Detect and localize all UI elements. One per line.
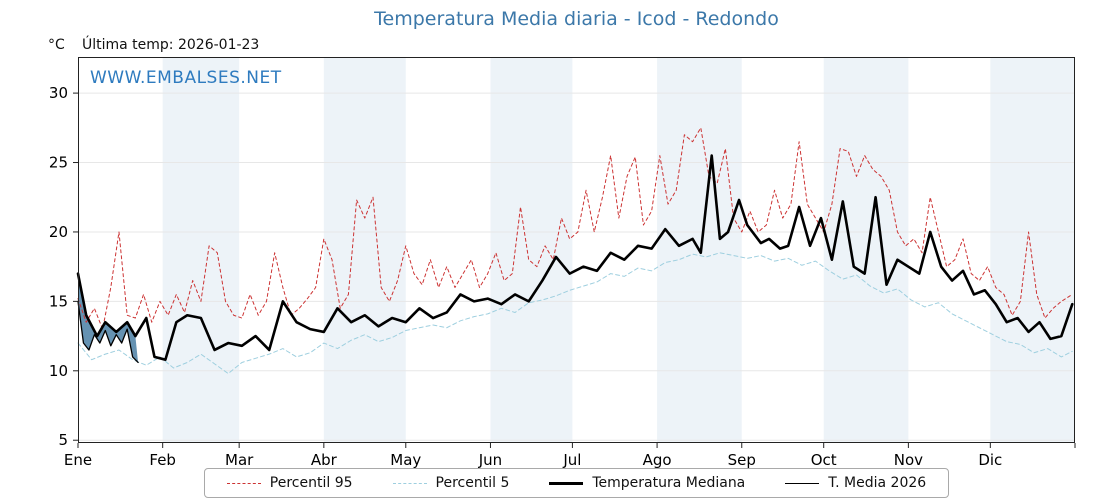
svg-text:Sep: Sep bbox=[728, 451, 756, 469]
svg-text:May: May bbox=[390, 451, 421, 469]
watermark: WWW.EMBALSES.NET bbox=[90, 68, 282, 88]
svg-text:5: 5 bbox=[58, 431, 68, 449]
last-temp-label: Última temp: 2026-01-23 bbox=[82, 37, 260, 53]
svg-text:10: 10 bbox=[49, 362, 68, 380]
y-axis-units-label: °C bbox=[48, 37, 65, 53]
legend-label: Temperatura Mediana bbox=[592, 475, 746, 491]
svg-text:Ago: Ago bbox=[643, 451, 672, 469]
plot-area: 5 10 15 20 25 30 Ene Feb Mar Abr May Jun Jul Ago Sep Oc… bbox=[49, 57, 1076, 469]
svg-text:15: 15 bbox=[49, 292, 68, 310]
svg-text:Feb: Feb bbox=[149, 451, 176, 469]
svg-text:20: 20 bbox=[49, 223, 68, 241]
legend: Percentil 95 Percentil 5 Temperatura Med… bbox=[203, 468, 950, 498]
legend-item-percentil-5: Percentil 5 bbox=[392, 475, 510, 491]
svg-text:25: 25 bbox=[49, 154, 68, 172]
legend-item-mediana: Temperatura Mediana bbox=[549, 475, 745, 491]
legend-label: T. Media 2026 bbox=[828, 475, 927, 491]
legend-item-t-media-2026: T. Media 2026 bbox=[785, 475, 926, 491]
legend-label: Percentil 5 bbox=[435, 475, 510, 491]
svg-text:Ene: Ene bbox=[64, 451, 92, 469]
temperature-chart: 5 10 15 20 25 30 Ene Feb Mar Abr May Jun Jul Ago Sep Oc… bbox=[49, 57, 1076, 469]
t2026-line-icon bbox=[785, 482, 820, 484]
svg-text:Abr: Abr bbox=[311, 451, 338, 469]
median-line-icon bbox=[549, 481, 584, 485]
header-row: °C Última temp: 2026-01-23 bbox=[0, 37, 1120, 57]
svg-text:Jun: Jun bbox=[478, 451, 502, 469]
p95-dashed-line-icon bbox=[226, 482, 261, 484]
svg-text:Mar: Mar bbox=[225, 451, 254, 469]
svg-text:Nov: Nov bbox=[894, 451, 923, 469]
svg-text:Jul: Jul bbox=[562, 451, 581, 469]
legend-item-percentil-95: Percentil 95 bbox=[226, 475, 353, 491]
svg-text:Oct: Oct bbox=[811, 451, 837, 469]
legend-row: Percentil 95 Percentil 5 Temperatura Med… bbox=[78, 468, 1075, 498]
legend-label: Percentil 95 bbox=[269, 475, 353, 491]
svg-text:Dic: Dic bbox=[978, 451, 1002, 469]
page-title: Temperatura Media diaria - Icod - Redond… bbox=[374, 8, 779, 30]
svg-text:30: 30 bbox=[49, 84, 68, 102]
p5-dashed-line-icon bbox=[392, 482, 427, 484]
